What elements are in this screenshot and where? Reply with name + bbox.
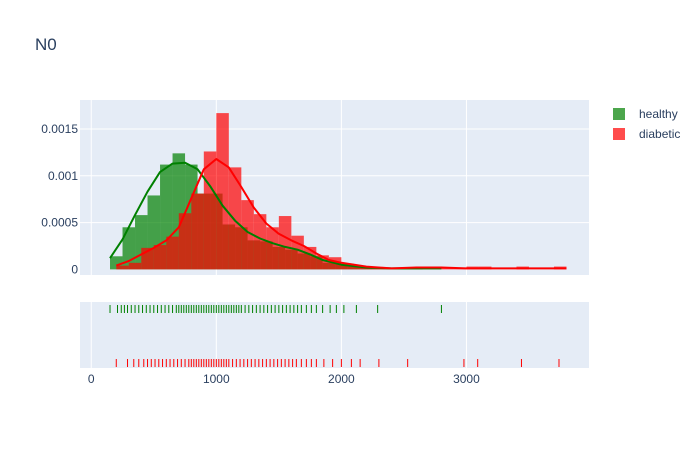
y-tick-label: 0 xyxy=(71,262,78,276)
x-tick-label: 3000 xyxy=(453,372,480,386)
rug-marks xyxy=(109,305,560,367)
y-axis-ticks: 0 0.0005 0.001 0.0015 xyxy=(41,122,78,276)
bar-diabetic xyxy=(128,262,142,270)
x-tick-label: 2000 xyxy=(328,372,355,386)
bar-diabetic xyxy=(203,151,217,270)
legend-label-healthy: healthy xyxy=(639,107,678,121)
legend-label-diabetic: diabetic xyxy=(639,127,680,141)
bar-diabetic xyxy=(341,263,354,270)
bar-diabetic xyxy=(353,266,367,270)
bar-diabetic xyxy=(278,216,292,270)
bar-diabetic xyxy=(116,265,129,270)
rug-healthy xyxy=(109,305,442,313)
legend-swatch-healthy xyxy=(613,108,625,120)
chart-title: N0 xyxy=(35,35,57,54)
legend[interactable]: healthy diabetic xyxy=(613,107,680,141)
bar-diabetic xyxy=(216,113,229,270)
bar-diabetic xyxy=(253,214,267,270)
kde-line-healthy xyxy=(109,161,442,270)
rug-plot-area xyxy=(80,302,589,368)
y-tick-label: 0.0005 xyxy=(41,216,78,230)
bar-diabetic xyxy=(241,200,254,270)
legend-swatch-diabetic xyxy=(613,128,625,140)
bar-diabetic xyxy=(166,236,179,270)
bar-diabetic xyxy=(266,227,279,270)
x-tick-label: 1000 xyxy=(203,372,230,386)
bar-diabetic xyxy=(178,213,192,270)
y-tick-label: 0.0015 xyxy=(41,122,78,136)
y-tick-label: 0.001 xyxy=(48,169,78,183)
x-axis-ticks: 0 1000 2000 3000 xyxy=(88,372,480,386)
bar-diabetic xyxy=(191,193,204,270)
bar-diabetic xyxy=(153,245,167,270)
kde-line-diabetic xyxy=(115,158,567,270)
x-tick-label: 0 xyxy=(88,372,95,386)
rug-plot-background xyxy=(80,302,589,368)
rug-diabetic xyxy=(115,359,560,367)
kde-curves xyxy=(109,158,567,270)
bar-diabetic xyxy=(228,167,242,270)
